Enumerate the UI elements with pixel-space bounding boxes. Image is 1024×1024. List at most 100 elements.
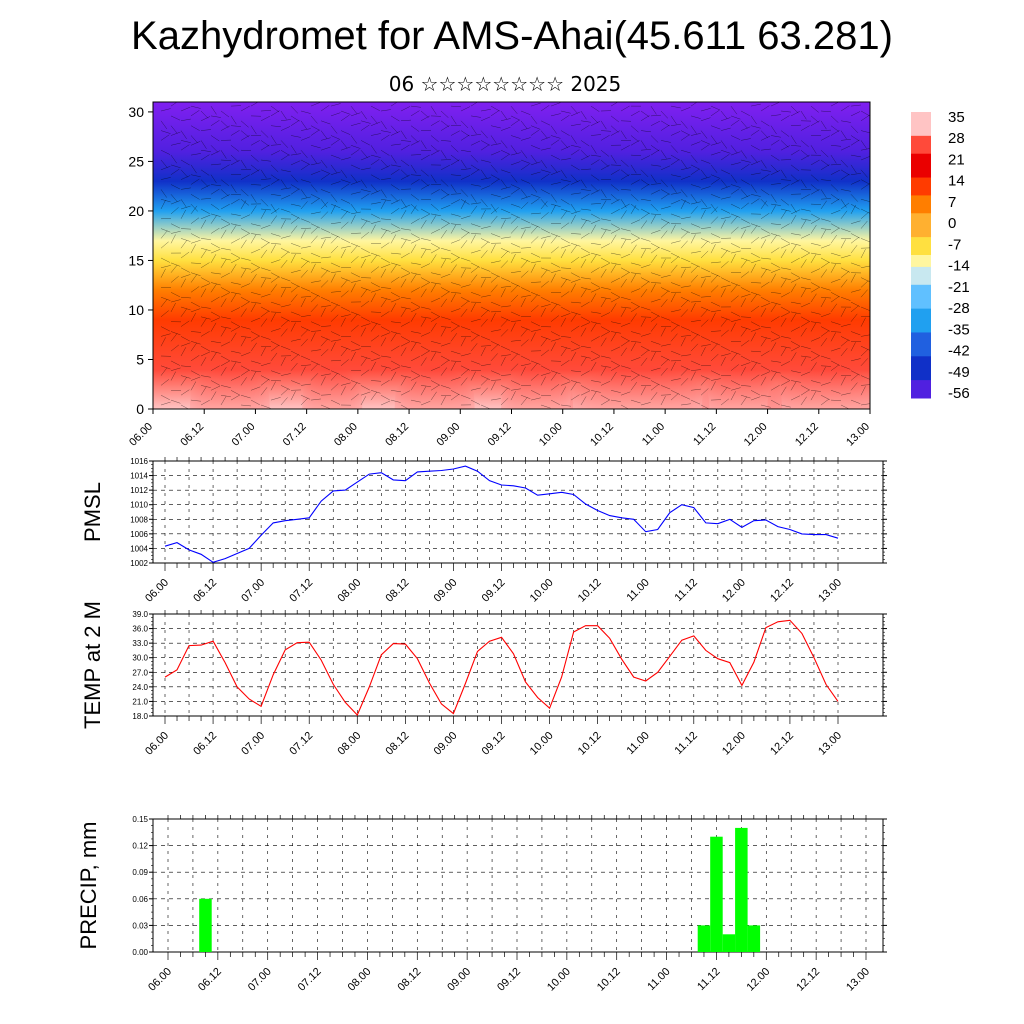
wind-barb — [250, 102, 259, 107]
x-tick-label: 08.00 — [335, 577, 363, 605]
wind-barb — [360, 391, 371, 396]
wind-barb — [720, 345, 731, 351]
wind-barb — [760, 365, 770, 371]
wind-barb — [330, 262, 341, 268]
wind-barb — [510, 105, 518, 114]
wind-barb — [670, 321, 681, 327]
wind-barb — [270, 301, 281, 306]
wind-barb — [530, 305, 539, 313]
wind-barb — [180, 240, 188, 249]
wind-barb — [210, 317, 221, 322]
wind-barb — [160, 108, 171, 112]
wind-barb — [530, 115, 538, 125]
wind-barb — [670, 213, 681, 218]
wind-barb — [640, 402, 651, 406]
wind-barb — [280, 149, 290, 156]
wind-barb — [860, 289, 868, 298]
wind-barb — [700, 278, 706, 288]
wind-barb — [360, 189, 371, 193]
wind-barb — [370, 159, 380, 166]
colorbar-label: -7 — [948, 236, 961, 253]
wind-barb — [420, 375, 431, 379]
wind-barb — [180, 144, 190, 151]
wind-barb — [660, 258, 666, 268]
wind-barb — [270, 174, 280, 181]
wind-barb — [620, 267, 630, 273]
wind-barb — [410, 154, 421, 156]
wind-barb — [590, 174, 600, 181]
wind-barb — [350, 191, 361, 195]
wind-barb — [640, 281, 650, 288]
wind-barb — [200, 345, 210, 352]
wind-barb — [300, 326, 311, 332]
wind-barb — [840, 210, 848, 219]
wind-barb — [390, 298, 401, 303]
wind-barb — [240, 337, 247, 347]
wind-barb — [260, 159, 271, 162]
y-tick-label: 18.0 — [132, 712, 148, 721]
wind-barb — [430, 203, 439, 211]
wind-barb — [280, 319, 289, 327]
wind-barb — [770, 262, 780, 268]
wind-barb — [810, 355, 820, 362]
wind-barb — [730, 215, 738, 224]
x-tick-label: 10.12 — [576, 577, 604, 605]
wind-barb — [680, 309, 688, 317]
wind-barb — [190, 233, 200, 239]
wind-barb — [280, 356, 286, 366]
wind-barb — [210, 213, 221, 217]
wind-barb — [460, 337, 466, 347]
wind-barb — [570, 380, 581, 384]
wind-barb — [480, 185, 491, 190]
wind-barb — [380, 198, 391, 202]
wind-barb — [440, 257, 451, 260]
wind-barb — [550, 301, 561, 306]
wind-barb — [470, 169, 480, 175]
wind-barb — [760, 148, 771, 151]
wind-barb — [390, 207, 400, 215]
wind-barb — [760, 130, 769, 139]
wind-barb — [310, 226, 319, 234]
wind-barb — [640, 140, 647, 149]
wind-barb — [300, 189, 307, 198]
x-tick-label: 12.12 — [768, 730, 796, 758]
wind-barb — [660, 394, 671, 396]
wind-barb — [160, 149, 171, 155]
wind-barb — [480, 140, 490, 146]
wind-barb — [380, 287, 391, 289]
wind-barb — [570, 341, 580, 347]
wind-barb — [490, 164, 498, 173]
wind-barb — [780, 243, 791, 249]
wind-barb — [730, 213, 741, 218]
wind-barb — [650, 254, 658, 264]
wind-barb — [760, 234, 771, 239]
wind-barb — [640, 179, 650, 186]
wind-barb — [620, 145, 630, 151]
wind-barb — [510, 243, 521, 248]
wind-barb — [390, 321, 401, 324]
wind-barb — [630, 110, 640, 117]
wind-barb — [720, 316, 731, 321]
wind-barb — [210, 150, 221, 156]
wind-barb — [440, 298, 447, 308]
wind-barb — [470, 371, 476, 381]
wind-barb — [790, 174, 799, 182]
wind-barb — [860, 248, 866, 259]
wind-barb — [680, 285, 691, 288]
wind-barb — [670, 361, 676, 371]
wind-barb — [800, 140, 809, 148]
wind-barb — [440, 110, 449, 118]
wind-barb — [550, 170, 561, 175]
wind-barb — [860, 140, 867, 149]
wind-barb — [800, 356, 807, 366]
colorbar-swatch — [911, 296, 931, 304]
wind-barb — [230, 224, 237, 234]
wind-barb — [630, 331, 641, 335]
wind-barb — [320, 348, 329, 357]
x-tick-label: 11.12 — [695, 966, 722, 993]
wind-barb — [850, 236, 860, 244]
wind-barb — [350, 245, 358, 254]
wind-barb — [700, 344, 711, 347]
wind-barb — [270, 105, 280, 113]
wind-barb — [640, 155, 651, 161]
